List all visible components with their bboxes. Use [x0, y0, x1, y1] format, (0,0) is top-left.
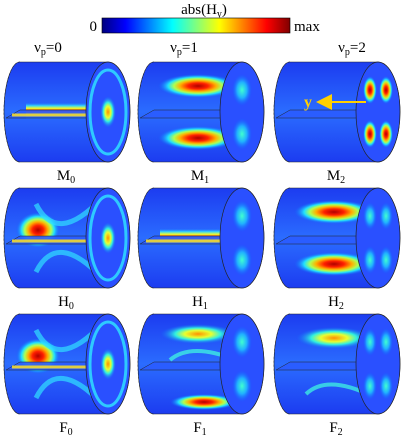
- panel-label: F1: [193, 420, 206, 438]
- panel-M0: M0: [3, 61, 131, 186]
- end-face: [219, 187, 265, 289]
- face-center: [100, 96, 116, 128]
- panel-F1: F1: [137, 313, 265, 438]
- panel-label: M2: [327, 168, 345, 186]
- face-lobe: [363, 120, 377, 148]
- face-ring: [88, 68, 128, 156]
- face-center: [100, 348, 116, 380]
- face-lobe: [379, 120, 393, 148]
- face-lobe: [363, 328, 377, 356]
- column-header-1: νp=1: [170, 40, 198, 58]
- face-lobe: [379, 328, 393, 356]
- panel-H1: H1: [137, 187, 265, 312]
- end-face-pattern: [88, 68, 128, 156]
- end-face: [355, 187, 401, 289]
- y-axis-label: y: [304, 94, 312, 111]
- colorbar-strip: [101, 17, 291, 34]
- end-face-pattern: [363, 76, 393, 148]
- end-face-pattern: [88, 320, 128, 408]
- field-lobe: [294, 200, 374, 224]
- field-lobe: [294, 252, 374, 276]
- face-lobe: [379, 76, 393, 104]
- colorbar-min-label: 0: [90, 19, 98, 35]
- end-face-pattern: [88, 194, 128, 282]
- end-face-pattern: [232, 74, 252, 150]
- column-header-2: νp=2: [338, 40, 366, 58]
- face-lobe: [379, 372, 393, 400]
- field-bands: [294, 200, 374, 276]
- panel-label: F0: [59, 420, 72, 438]
- field-lobe: [158, 126, 238, 150]
- panel-label: H2: [328, 294, 344, 312]
- field-lobe: [170, 394, 238, 410]
- colorbar-title: abs(Hy): [181, 2, 227, 20]
- field-bands: [158, 74, 238, 150]
- colorbar-max-label: max: [294, 19, 320, 35]
- face-ring: [88, 320, 128, 408]
- panel-label: F2: [329, 420, 342, 438]
- field-lobe: [158, 74, 238, 98]
- field-lobe: [160, 324, 236, 344]
- panel-M2: y M2: [273, 61, 401, 186]
- end-face: [219, 61, 265, 163]
- end-face: [355, 313, 401, 415]
- face-lobe: [363, 372, 377, 400]
- panel-F2: F2: [273, 313, 401, 438]
- face-center: [100, 222, 116, 254]
- end-face-pattern: [232, 326, 252, 402]
- panel-label: M1: [191, 168, 209, 186]
- face-lobe: [363, 76, 377, 104]
- colorbar: abs(Hy) 0 max: [90, 2, 321, 35]
- face-lobe: [232, 326, 252, 358]
- end-face-pattern: [363, 328, 393, 400]
- face-lobe: [232, 74, 252, 106]
- face-lobe: [363, 246, 377, 274]
- end-face-pattern: [363, 202, 393, 274]
- face-lobe: [379, 246, 393, 274]
- panel-label: M0: [57, 168, 75, 186]
- panel-grid: M0 M1 y M2 H0 H1 H2 F0 F1 F2: [3, 61, 401, 438]
- face-lobe: [363, 202, 377, 230]
- end-face: [219, 313, 265, 415]
- panel-label: H1: [192, 294, 208, 312]
- face-lobe: [232, 244, 252, 276]
- face-lobe: [232, 200, 252, 232]
- face-lobe: [379, 202, 393, 230]
- column-header-0: νp=0: [34, 40, 62, 58]
- field-lobe: [296, 327, 372, 349]
- panel-F0: F0: [3, 313, 131, 438]
- face-lobe: [232, 370, 252, 402]
- end-face: [355, 61, 401, 163]
- panel-H0: H0: [3, 187, 131, 312]
- face-ring: [88, 194, 128, 282]
- end-face-pattern: [232, 200, 252, 276]
- column-headers: νp=0 νp=1 νp=2: [34, 40, 366, 58]
- panel-H2: H2: [273, 187, 401, 312]
- panel-M1: M1: [137, 61, 265, 186]
- panel-label: H0: [58, 294, 74, 312]
- face-lobe: [232, 118, 252, 150]
